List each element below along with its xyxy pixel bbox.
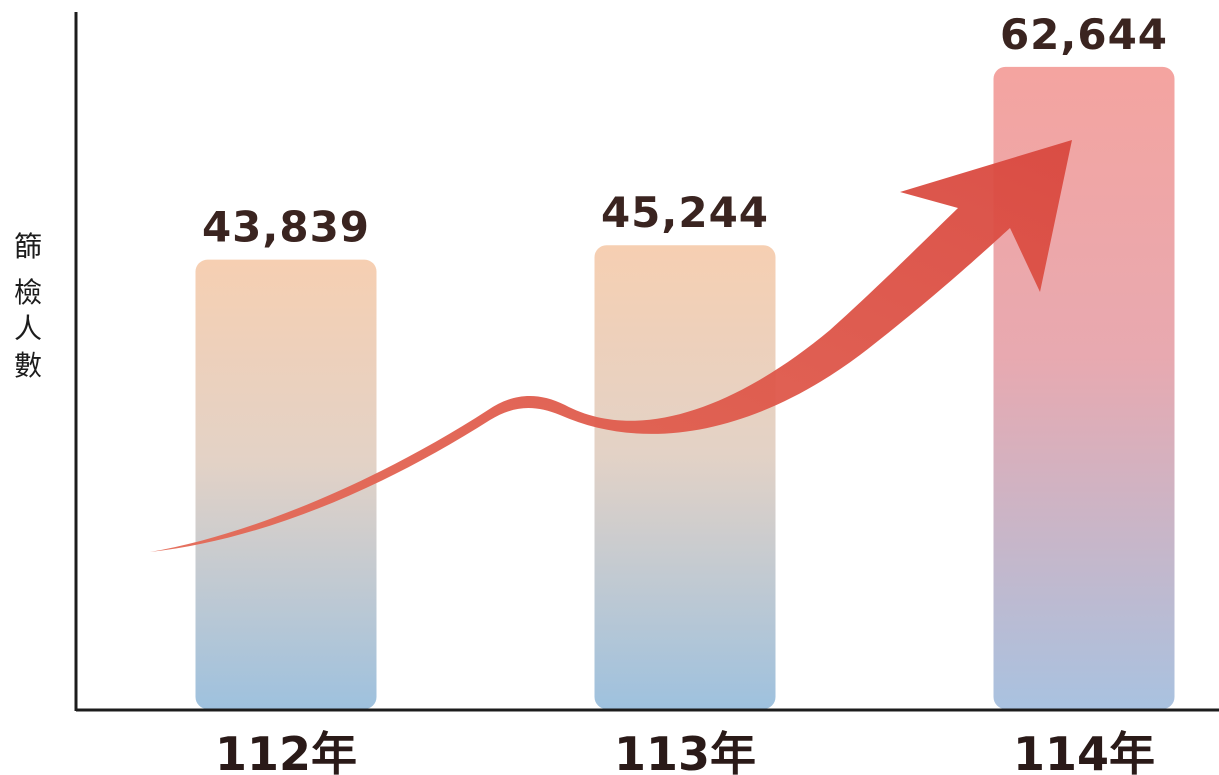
trend-arrow: [150, 140, 1072, 552]
y-axis-label-char: 檢: [14, 276, 42, 309]
value-label: 62,644: [1000, 10, 1168, 59]
value-label: 45,244: [601, 188, 769, 237]
value-labels-group: 43,839 45,244 62,644: [202, 10, 1168, 252]
y-axis-label-char: 數: [14, 349, 42, 382]
bar-112年: [195, 259, 377, 709]
category-label: 112年: [215, 727, 357, 775]
category-label: 113年: [614, 727, 756, 775]
bar-113年: [594, 245, 776, 709]
y-axis-label-char: 人: [14, 312, 42, 345]
value-label: 43,839: [202, 203, 370, 252]
y-axis-label-char: 篩: [14, 230, 42, 263]
category-labels-group: 112年 113年 114年: [215, 727, 1155, 775]
category-label: 114年: [1013, 727, 1155, 775]
